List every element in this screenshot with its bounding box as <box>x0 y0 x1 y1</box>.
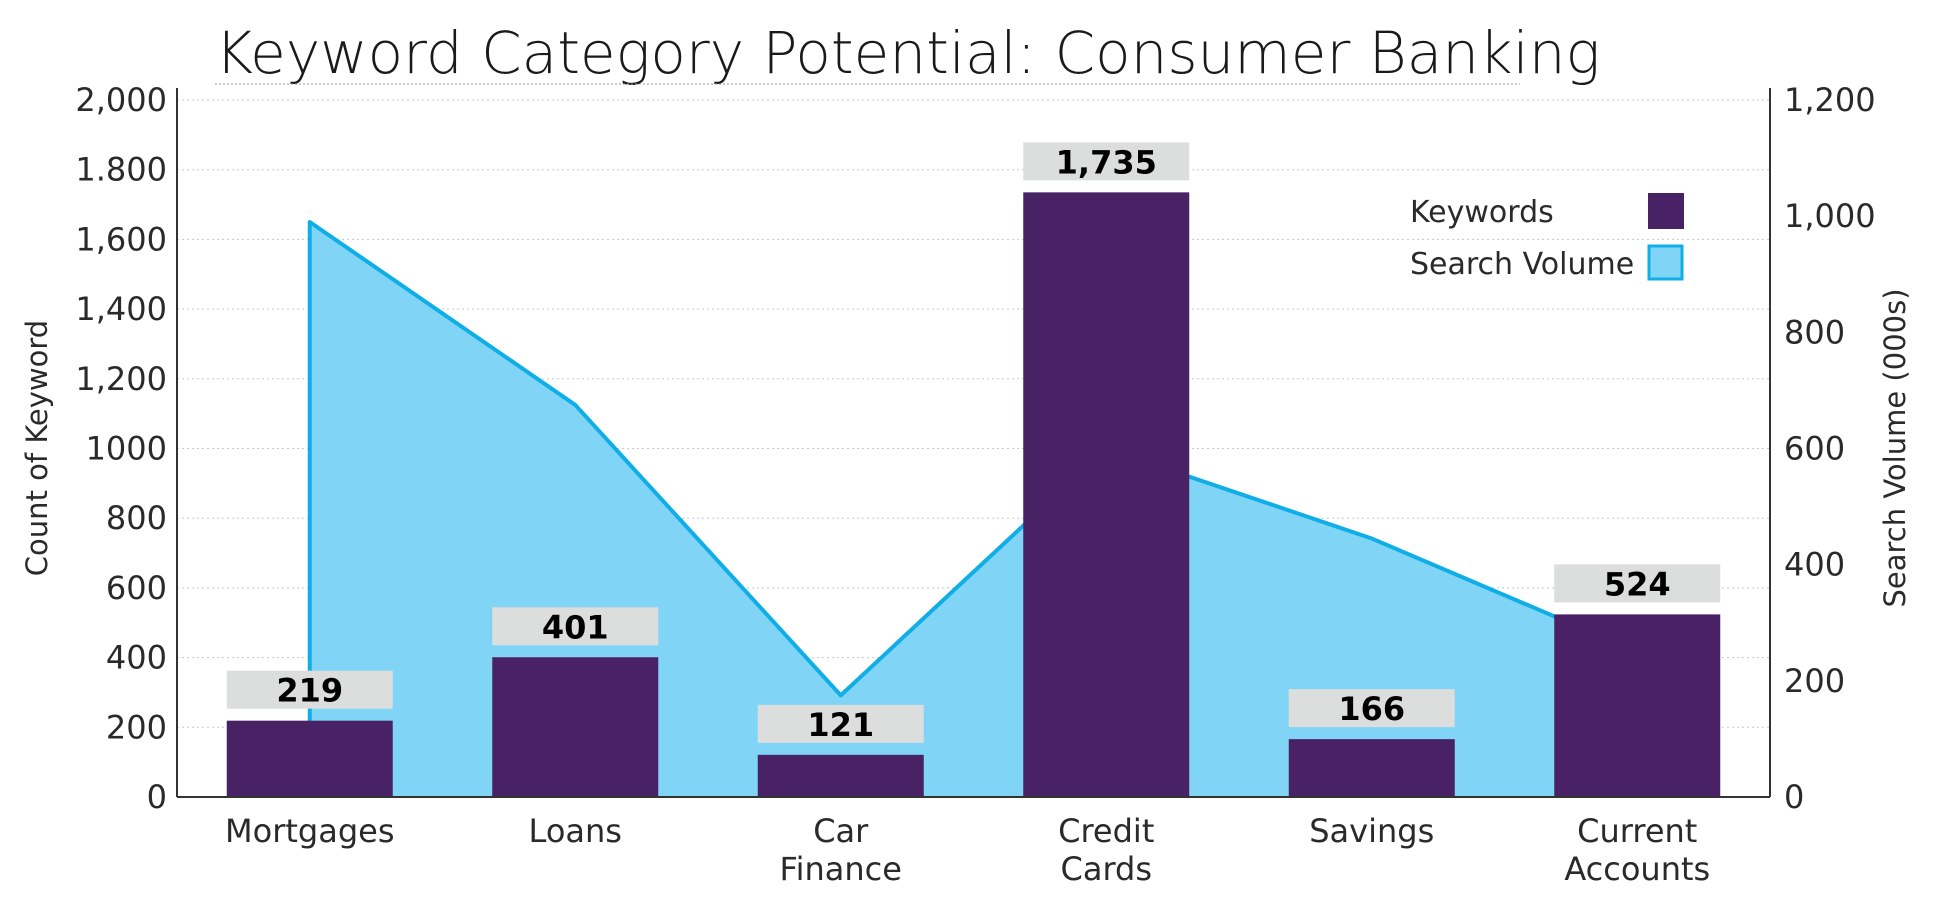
y-axis-right-title: Search Volume (000s) <box>1878 288 1912 607</box>
data-labels: 219 401 121 1,735 166 524 <box>226 142 1721 744</box>
y-right-tick-label: 800 <box>1784 313 1845 351</box>
search-volume-line <box>307 219 1639 797</box>
y-left-tick-label: 200 <box>106 708 167 746</box>
data-label-box <box>492 607 659 646</box>
legend-swatch-search-volume <box>1647 244 1684 281</box>
y-right-tick-label: 400 <box>1784 546 1845 584</box>
y-right-tick-label: 1,200 <box>1784 81 1876 119</box>
data-label: 121 <box>807 706 874 744</box>
x-tick-label: Mortgages <box>225 812 394 850</box>
x-tick-label: Loans <box>529 812 622 850</box>
y-right-tick-label: 200 <box>1784 662 1845 700</box>
x-tick-label: Credit <box>1058 812 1154 850</box>
x-tick-label: Current <box>1577 812 1697 850</box>
search-volume-area-fill <box>309 221 1638 798</box>
data-label-box <box>757 704 924 743</box>
y-right-tick-label: 1,000 <box>1784 197 1876 235</box>
y-left-tick-label: 400 <box>106 639 167 677</box>
data-label-box <box>1554 564 1721 603</box>
y-left-tick-label: 0 <box>147 778 167 816</box>
y-left-tick-label: 1,200 <box>75 360 167 398</box>
legend: Keywords Search Volume <box>1410 193 1684 282</box>
x-tick-label: Car <box>813 812 869 850</box>
data-label-box <box>1023 142 1190 181</box>
y-left-tick-label: 600 <box>106 569 167 607</box>
data-label: 401 <box>542 608 609 646</box>
keyword-bar <box>492 657 659 797</box>
data-label-box <box>1288 689 1455 728</box>
y-left-tick-label: 800 <box>106 499 167 537</box>
x-tick-label: Cards <box>1060 850 1152 888</box>
y-left-tick-label: 1000 <box>86 430 167 468</box>
data-label: 219 <box>276 672 343 710</box>
search-volume-area <box>307 219 1639 798</box>
y-left-tick-label: 1,600 <box>75 220 167 258</box>
x-tick-label: Finance <box>780 850 902 888</box>
keyword-bar <box>226 720 393 797</box>
data-label: 166 <box>1338 690 1405 728</box>
data-label-box <box>226 670 393 709</box>
legend-label-keywords: Keywords <box>1410 195 1554 230</box>
y-right-tick-label: 600 <box>1784 430 1845 468</box>
keyword-bar <box>1023 192 1190 798</box>
legend-label-search-volume: Search Volume <box>1410 247 1634 282</box>
y-left-tick-label: 1,400 <box>75 290 167 328</box>
x-tick-label: Accounts <box>1564 850 1710 888</box>
y-right-tick-label: 0 <box>1784 778 1804 816</box>
keyword-bar <box>1554 614 1721 797</box>
keyword-bar <box>1288 739 1455 797</box>
keyword-bars <box>226 192 1721 798</box>
keyword-bar <box>757 754 924 797</box>
data-label: 1,735 <box>1056 143 1157 181</box>
y-left-tick-label: 1.800 <box>75 151 167 189</box>
data-label: 524 <box>1604 565 1671 603</box>
legend-swatch-keywords <box>1648 193 1684 229</box>
y-left-tick-label: 2,000 <box>75 81 167 119</box>
chart-title: Keyword Category Potential: Consumer Ban… <box>215 19 1600 87</box>
axes: 0 200 400 600 800 1000 1,200 1,400 1,600 1.800 2,0… <box>75 81 1875 888</box>
x-tick-label: Savings <box>1309 812 1434 850</box>
y-axis-left-title: Count of Keyword <box>20 320 54 576</box>
